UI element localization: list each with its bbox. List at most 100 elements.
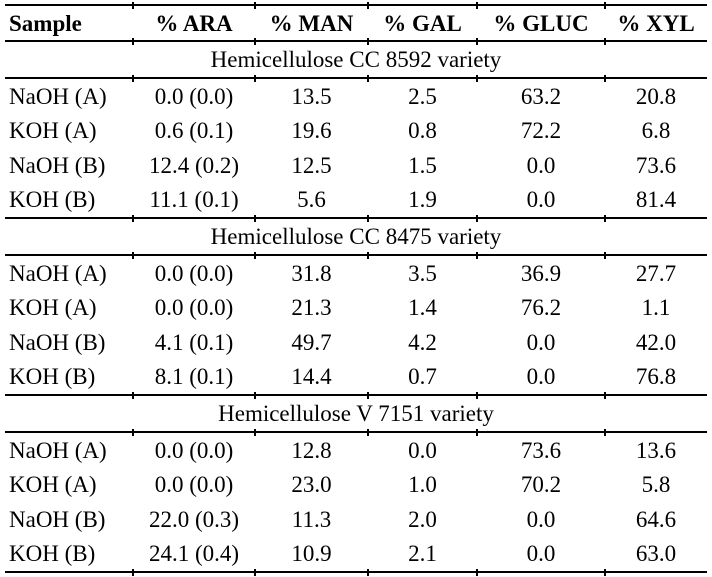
table-rule [5, 251, 707, 259]
column-header-gal: % GAL [383, 10, 462, 36]
column-divider-tick [604, 251, 606, 259]
cell-xyl: 13.6 [635, 437, 677, 463]
cell-sample: NaOH (B) [9, 152, 106, 178]
cell-sample: KOH (B) [9, 187, 96, 213]
cell-gal: 1.5 [408, 152, 437, 178]
column-divider-tick [254, 214, 256, 222]
column-header-gluc: % GLUC [493, 10, 589, 36]
cell-ara: 24.1 (0.4) [148, 541, 240, 567]
cell-gal: 0.0 [408, 437, 437, 463]
cell-man: 19.6 [291, 118, 332, 144]
cell-man: 12.8 [291, 437, 332, 463]
column-divider-tick [132, 1, 134, 9]
column-divider-tick [604, 37, 606, 45]
column-divider-tick [254, 37, 256, 45]
column-divider-tick [254, 568, 256, 576]
column-divider-tick [367, 74, 369, 82]
column-divider-tick [476, 37, 478, 45]
cell-ara: 11.1 (0.1) [149, 187, 239, 213]
cell-xyl: 73.6 [635, 152, 677, 178]
column-divider-tick [367, 214, 369, 222]
cell-man: 23.0 [291, 472, 332, 498]
cell-gal: 2.1 [408, 541, 437, 567]
cell-sample: NaOH (B) [9, 329, 106, 355]
cell-ara: 0.0 (0.0) [154, 472, 234, 498]
cell-sample: NaOH (B) [9, 506, 106, 532]
cell-sample: KOH (A) [9, 472, 97, 498]
column-divider-tick [476, 1, 478, 9]
column-divider-tick [132, 37, 134, 45]
column-divider-tick [367, 251, 369, 259]
sugar-composition-table: Sample % ARA % MAN % GAL % GLUC % XYL He… [5, 1, 707, 576]
cell-gluc: 70.2 [520, 472, 562, 498]
column-divider-tick [254, 1, 256, 9]
table-row: KOH (B) 11.1 (0.1) 5.6 1.9 0.0 81.4 [5, 183, 707, 218]
column-divider-tick [476, 214, 478, 222]
cell-sample: NaOH (A) [9, 260, 107, 286]
column-divider-tick [254, 391, 256, 399]
column-divider-tick [476, 74, 478, 82]
table-row: NaOH (A) 0.0 (0.0) 12.8 0.0 73.6 13.6 [5, 433, 707, 468]
column-divider-tick [476, 428, 478, 436]
cell-man: 14.4 [291, 364, 332, 390]
table-rule [5, 428, 707, 436]
table-row: KOH (B) 8.1 (0.1) 14.4 0.7 0.0 76.8 [5, 360, 707, 395]
cell-xyl: 63.0 [635, 541, 677, 567]
cell-gluc: 0.0 [526, 187, 556, 213]
cell-gal: 2.5 [408, 83, 437, 109]
column-header-man: % MAN [269, 10, 354, 36]
column-header-xyl: % XYL [617, 10, 695, 36]
cell-gal: 1.9 [408, 187, 437, 213]
section-title-v7151: Hemicellulose V 7151 variety [218, 401, 494, 426]
cell-gal: 2.0 [408, 506, 437, 532]
cell-man: 31.8 [291, 260, 332, 286]
cell-man: 12.5 [291, 152, 332, 178]
column-divider-tick [132, 214, 134, 222]
table-rule [5, 214, 707, 222]
cell-man: 11.3 [291, 506, 332, 532]
cell-xyl: 76.8 [635, 364, 677, 390]
cell-xyl: 20.8 [635, 83, 677, 109]
table-header-row: Sample % ARA % MAN % GAL % GLUC % XYL [5, 6, 707, 40]
table-rule-bottom [5, 568, 707, 576]
table-row: KOH (A) 0.0 (0.0) 23.0 1.0 70.2 5.8 [5, 468, 707, 503]
column-divider-tick [367, 428, 369, 436]
column-divider-tick [132, 391, 134, 399]
cell-xyl: 6.8 [641, 118, 671, 144]
column-divider-tick [132, 74, 134, 82]
cell-sample: NaOH (A) [9, 437, 107, 463]
table-rule-top [5, 1, 707, 9]
cell-gluc: 0.0 [526, 541, 556, 567]
table-row: NaOH (B) 12.4 (0.2) 12.5 1.5 0.0 73.6 [5, 148, 707, 183]
cell-gal: 3.5 [408, 260, 437, 286]
cell-ara: 0.0 (0.0) [154, 437, 234, 463]
column-divider-tick [604, 214, 606, 222]
column-divider-tick [476, 251, 478, 259]
column-divider-tick [604, 1, 606, 9]
cell-man: 10.9 [291, 541, 332, 567]
cell-ara: 0.0 (0.0) [154, 83, 234, 109]
cell-xyl: 5.8 [641, 472, 671, 498]
cell-xyl: 81.4 [635, 187, 677, 213]
cell-xyl: 27.7 [635, 260, 677, 286]
cell-gal: 0.7 [408, 364, 437, 390]
cell-gluc: 0.0 [526, 506, 556, 532]
cell-ara: 0.6 (0.1) [154, 118, 234, 144]
table-rule [5, 391, 707, 399]
cell-ara: 0.0 (0.0) [154, 295, 234, 321]
cell-gluc: 0.0 [526, 364, 556, 390]
section-title-cc8592: Hemicellulose CC 8592 variety [210, 47, 502, 72]
cell-gal: 4.2 [408, 329, 437, 355]
cell-ara: 0.0 (0.0) [154, 260, 234, 286]
cell-xyl: 64.6 [635, 506, 677, 532]
table-row: KOH (A) 0.0 (0.0) 21.3 1.4 76.2 1.1 [5, 291, 707, 326]
column-divider-tick [132, 428, 134, 436]
cell-gal: 0.8 [408, 118, 437, 144]
cell-man: 49.7 [291, 329, 332, 355]
table-row: KOH (A) 0.6 (0.1) 19.6 0.8 72.2 6.8 [5, 114, 707, 149]
column-divider-tick [476, 568, 478, 576]
cell-ara: 4.1 (0.1) [154, 329, 234, 355]
cell-man: 5.6 [297, 187, 326, 213]
column-divider-tick [604, 391, 606, 399]
cell-gluc: 72.2 [520, 118, 562, 144]
